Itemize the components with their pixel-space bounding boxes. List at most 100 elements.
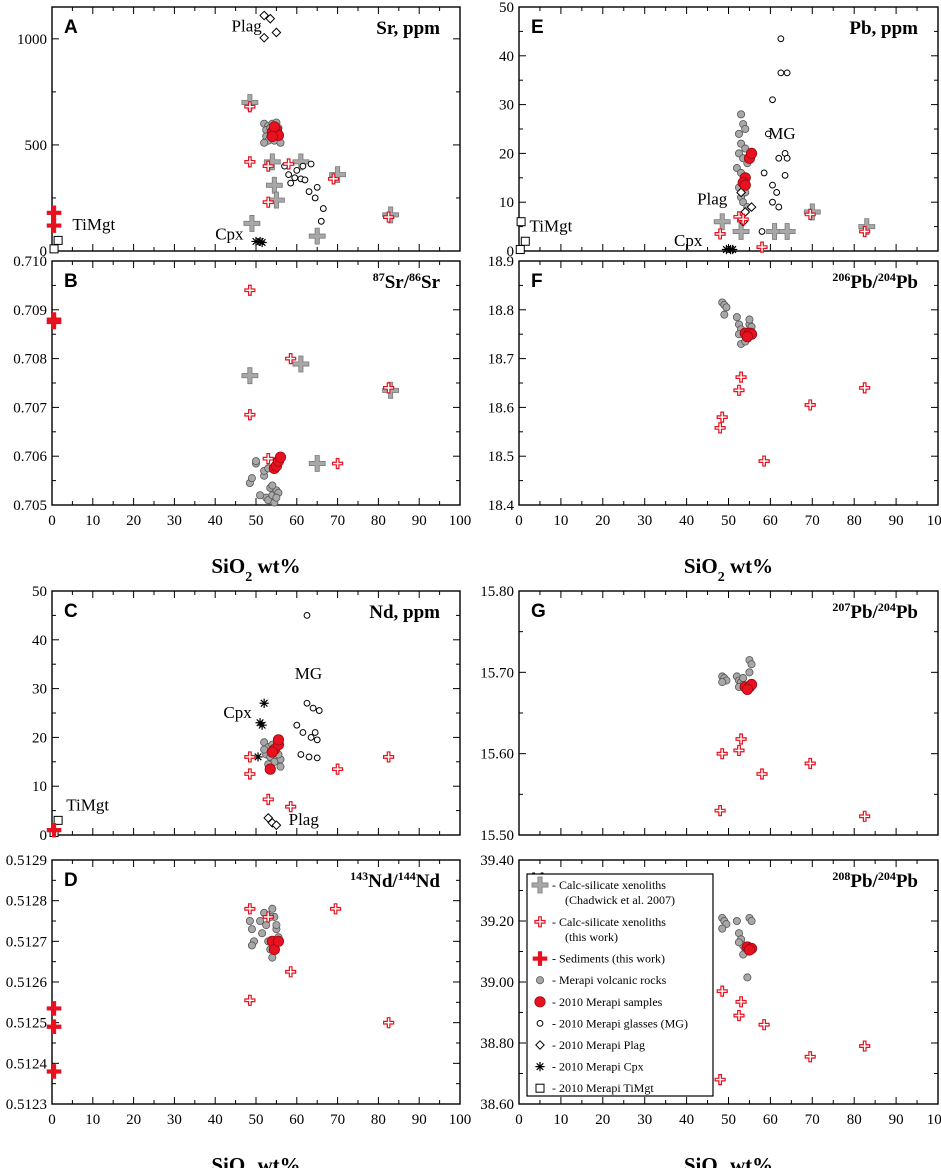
data-point (746, 202, 757, 212)
y-tick-label: 39.40 (480, 853, 514, 869)
data-point (287, 179, 295, 187)
data-point (773, 189, 781, 196)
x-tick-label: 100 (449, 513, 472, 529)
y-tick-label: 15.70 (480, 665, 514, 681)
panel-D: 0 10 20 30 40 50 60 70 80 90 100 0.5123 0.5124 0.5125… (6, 853, 472, 1168)
series-calc_chadwick (713, 203, 876, 240)
x-tick-label: 80 (371, 513, 386, 529)
data-point (740, 207, 751, 217)
plot-frame (51, 590, 461, 836)
data-point (716, 748, 728, 760)
legend-symbol (536, 1020, 544, 1027)
x-tick-label: 40 (679, 513, 694, 529)
data-point (311, 194, 319, 202)
y-tick-label: 0.708 (13, 352, 47, 368)
data-point (53, 235, 63, 245)
data-point (781, 171, 789, 179)
annotation-label: Plag (697, 190, 728, 209)
data-point (777, 69, 785, 77)
x-axis-label: SiO2 wt% (684, 554, 773, 585)
data-point (858, 218, 876, 235)
series-calc_this (714, 371, 871, 467)
data-point (741, 125, 750, 134)
legend-label: (this work) (565, 930, 618, 944)
y-tick-label: 38.60 (480, 1097, 514, 1113)
panel-title-part: Sr (421, 272, 441, 293)
data-point (313, 183, 321, 191)
data-point (276, 762, 285, 771)
data-point (301, 176, 309, 184)
panel-letter: F (531, 271, 543, 292)
legend-symbol (536, 976, 545, 985)
data-point (733, 384, 745, 396)
data-point (53, 815, 63, 825)
x-axis-label-part: wt% (252, 1153, 300, 1168)
data-point (308, 227, 326, 245)
data-point (265, 13, 276, 24)
data-point (260, 745, 269, 754)
series-cpx (251, 236, 267, 248)
data-point (46, 218, 62, 233)
data-point (263, 153, 281, 171)
data-point (383, 751, 395, 763)
panel-H: 0 10 20 30 40 50 60 70 80 90 100 38.60 38.80 39.00 39.… (480, 853, 941, 1168)
annotation-label: TiMgt (529, 216, 572, 235)
panel-title-part: Pb/ (850, 602, 878, 623)
y-tick-label: 0.707 (13, 400, 47, 416)
y-tick-label: 15.50 (480, 828, 514, 844)
series-timgt (515, 217, 530, 255)
panel-letter: A (64, 17, 78, 38)
data-point (303, 612, 311, 619)
x-axis-label-part: SiO (211, 554, 245, 578)
x-tick-label: 0 (515, 513, 523, 529)
data-point (804, 1051, 816, 1063)
data-point (262, 793, 274, 805)
panel-letter: E (531, 17, 544, 38)
panel-title-part: Sr/ (385, 272, 410, 293)
data-point (262, 196, 274, 208)
data-point (244, 409, 256, 421)
data-point (265, 176, 283, 194)
data-point (243, 215, 261, 232)
data-point (244, 156, 256, 168)
x-tick-label: 40 (208, 1112, 223, 1128)
data-point (783, 69, 791, 77)
x-tick-label: 0 (48, 513, 56, 529)
data-point (256, 917, 265, 926)
data-point (859, 1040, 871, 1052)
legend-label: - 2010 Merapi samples (552, 995, 663, 1009)
x-axis-label: SiO2 wt% (684, 1153, 773, 1168)
y-tick-label: 20 (499, 146, 514, 162)
y-tick-label: 0.5124 (6, 1056, 48, 1072)
data-point (266, 130, 278, 143)
series-merapi_2010 (266, 121, 285, 143)
data-point (247, 474, 256, 483)
data-point (283, 158, 295, 170)
panel-title-part: 144 (398, 869, 416, 883)
data-point (736, 187, 746, 198)
panel-title: Nd, ppm (369, 602, 440, 623)
data-point (251, 457, 260, 466)
panel-title-part: Pb, ppm (849, 18, 918, 39)
series-calc_this (714, 985, 871, 1086)
y-tick-label: 0 (40, 244, 48, 260)
data-point (804, 399, 816, 411)
y-tick-label: 20 (32, 730, 47, 746)
panel-title-part: Pb (896, 272, 918, 293)
data-point (264, 763, 276, 775)
data-point (272, 734, 285, 746)
data-point (257, 237, 267, 248)
data-point (756, 241, 768, 253)
series-merapi_2010 (737, 147, 758, 191)
data-point (733, 211, 745, 223)
data-point (733, 744, 745, 757)
data-point (309, 704, 317, 712)
data-point (747, 660, 756, 669)
data-point (758, 1019, 770, 1031)
panel-title: 87Sr/86Sr (373, 270, 441, 293)
data-point (737, 213, 749, 225)
data-point (745, 147, 758, 159)
data-point (308, 455, 326, 472)
data-point (244, 768, 256, 780)
data-point (292, 153, 310, 171)
